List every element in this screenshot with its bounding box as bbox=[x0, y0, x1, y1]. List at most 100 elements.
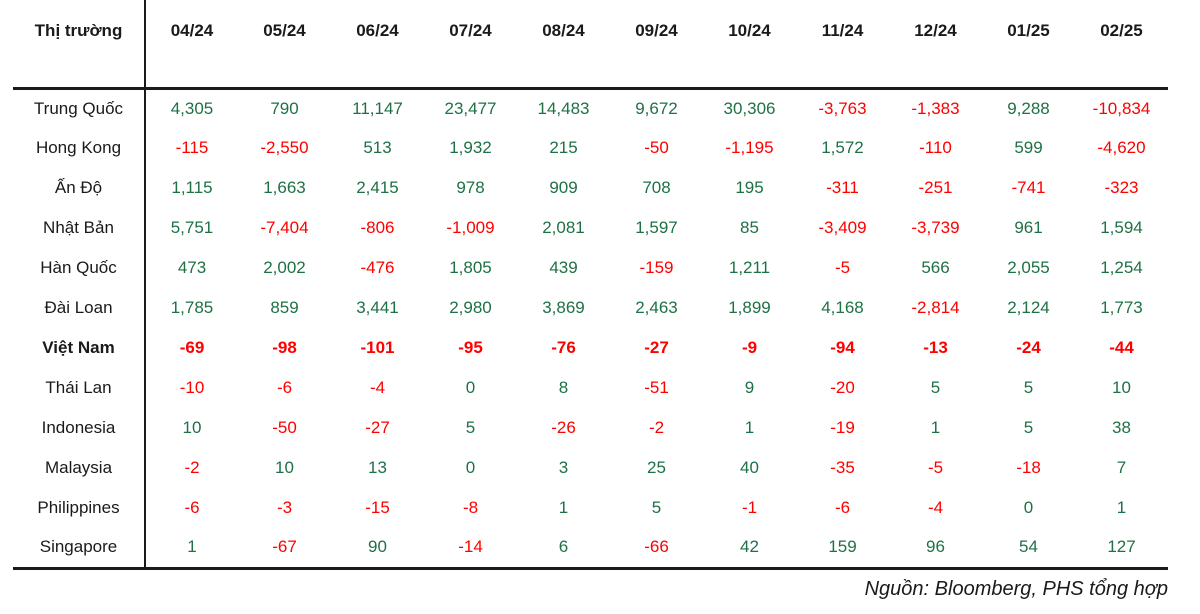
value-cell: 42 bbox=[703, 528, 796, 570]
value-cell: -2,550 bbox=[260, 138, 309, 157]
table-row: Philippines -6 -3 -15 -8 1 5 -1 -6 -4 0 1 bbox=[13, 488, 1168, 528]
market-label: Đài Loan bbox=[13, 288, 146, 328]
value-cell: -7,404 bbox=[260, 218, 309, 237]
value-cell: 159 bbox=[796, 528, 889, 570]
value-cell: 439 bbox=[549, 258, 578, 277]
month-column-header: 04/24 bbox=[145, 0, 238, 90]
value-cell: -4 bbox=[369, 378, 386, 397]
value-cell: -6 bbox=[276, 378, 293, 397]
value-cell: -2 bbox=[184, 458, 200, 477]
month-column-header: 08/24 bbox=[517, 0, 610, 90]
month-column-header: 01/25 bbox=[982, 0, 1075, 90]
value-cell: 5,751 bbox=[170, 218, 214, 237]
table-row: Thái Lan -10 -6 -4 0 8 -51 9 -20 5 5 10 bbox=[13, 368, 1168, 408]
value-cell: 961 bbox=[1014, 218, 1043, 237]
market-label: Malaysia bbox=[13, 448, 146, 488]
value-cell: 1,254 bbox=[1100, 258, 1143, 277]
value-cell: 790 bbox=[270, 98, 299, 118]
value-cell: -2,814 bbox=[911, 298, 960, 317]
value-cell: 127 bbox=[1075, 528, 1168, 570]
value-cell: -5 bbox=[927, 458, 944, 477]
value-cell: 1,932 bbox=[449, 138, 492, 157]
value-cell: -806 bbox=[360, 218, 395, 237]
value-cell: 1,899 bbox=[728, 298, 771, 317]
value-cell: -1,383 bbox=[911, 98, 960, 118]
value-cell: -50 bbox=[272, 418, 297, 437]
value-cell: 5 bbox=[651, 498, 662, 517]
value-cell: 1,773 bbox=[1100, 298, 1143, 317]
table-row: Malaysia -2 10 13 0 3 25 40 -35 -5 -18 7 bbox=[13, 448, 1168, 488]
value-cell: 909 bbox=[549, 178, 578, 197]
value-cell: 90 bbox=[331, 528, 424, 570]
market-label: Việt Nam bbox=[13, 328, 146, 368]
table-row: Trung Quốc 4,305 790 11,147 23,477 14,483 9,67… bbox=[13, 88, 1168, 128]
table-row: Indonesia 10 -50 -27 5 -26 -2 1 -19 1 5 38 bbox=[13, 408, 1168, 448]
value-cell: -13 bbox=[923, 338, 948, 357]
source-note: Nguồn: Bloomberg, PHS tổng hợp bbox=[864, 577, 1168, 600]
value-cell: 14,483 bbox=[537, 98, 590, 118]
value-cell: 9 bbox=[744, 378, 755, 397]
table-row: Hàn Quốc 473 2,002 -476 1,805 439 -159 1,211 -5 5… bbox=[13, 248, 1168, 288]
value-cell: 11,147 bbox=[352, 98, 403, 118]
value-cell: -98 bbox=[272, 338, 297, 357]
value-cell: 4,168 bbox=[821, 298, 864, 317]
value-cell: 5 bbox=[1023, 418, 1034, 437]
market-label: Ấn Độ bbox=[13, 168, 146, 208]
table-row: Singapore 1 -67 90 -14 6 -66 42 159 96 54 127 bbox=[13, 528, 1168, 570]
value-cell: -1 bbox=[741, 498, 758, 517]
value-cell: 25 bbox=[647, 458, 666, 477]
value-cell: 1,594 bbox=[1100, 218, 1143, 237]
market-fund-flow-table: Thị trường 04/24 05/24 06/24 07/24 08/24 09/2… bbox=[13, 0, 1168, 570]
value-cell: 4,305 bbox=[170, 98, 214, 118]
value-cell: 566 bbox=[921, 258, 950, 277]
value-cell: 1,597 bbox=[635, 218, 678, 237]
value-cell: 2,002 bbox=[263, 258, 306, 277]
market-fund-flow-page: Thị trường 04/24 05/24 06/24 07/24 08/24 09/2… bbox=[13, 0, 1168, 600]
value-cell: 1 bbox=[558, 498, 569, 517]
value-cell: -741 bbox=[1011, 178, 1046, 197]
value-cell: -6 bbox=[184, 498, 200, 517]
market-column-header: Thị trường bbox=[13, 0, 146, 90]
value-cell: -2 bbox=[648, 418, 665, 437]
value-cell: -26 bbox=[551, 418, 576, 437]
table-row: Việt Nam -69 -98 -101 -95 -76 -27 -9 -94 -13 -24 -4… bbox=[13, 328, 1168, 368]
value-cell: 54 bbox=[982, 528, 1075, 570]
value-cell: 2,980 bbox=[449, 298, 492, 317]
value-cell: -3 bbox=[276, 498, 293, 517]
value-cell: 30,306 bbox=[723, 98, 776, 118]
value-cell: -44 bbox=[1109, 338, 1134, 357]
value-cell: -50 bbox=[644, 138, 669, 157]
month-column-header: 02/25 bbox=[1075, 0, 1168, 90]
month-column-header: 10/24 bbox=[703, 0, 796, 90]
value-cell: -311 bbox=[826, 178, 859, 197]
value-cell: -110 bbox=[919, 138, 952, 157]
value-cell: 6 bbox=[517, 528, 610, 570]
value-cell: 1,805 bbox=[449, 258, 492, 277]
table-row: Đài Loan 1,785 859 3,441 2,980 3,869 2,463 1,89… bbox=[13, 288, 1168, 328]
value-cell: 10 bbox=[182, 418, 202, 437]
value-cell: -95 bbox=[458, 338, 483, 357]
value-cell: 1 bbox=[145, 528, 238, 570]
value-cell: 0 bbox=[465, 458, 476, 477]
value-cell: 3,441 bbox=[356, 298, 399, 317]
value-cell: 8 bbox=[558, 378, 569, 397]
month-column-header: 07/24 bbox=[424, 0, 517, 90]
value-cell: -18 bbox=[1016, 458, 1041, 477]
value-cell: 2,081 bbox=[542, 218, 585, 237]
value-cell: -4,620 bbox=[1097, 138, 1146, 157]
table-body: Trung Quốc 4,305 790 11,147 23,477 14,483 9,67… bbox=[13, 88, 1168, 570]
value-cell: -115 bbox=[175, 138, 209, 157]
value-cell: -1,195 bbox=[725, 138, 774, 157]
market-label: Philippines bbox=[13, 488, 146, 528]
month-column-header: 05/24 bbox=[238, 0, 331, 90]
value-cell: -1,009 bbox=[446, 218, 495, 237]
value-cell: 1,785 bbox=[170, 298, 214, 317]
value-cell: -19 bbox=[830, 418, 855, 437]
value-cell: 23,477 bbox=[444, 98, 497, 118]
table-head: Thị trường 04/24 05/24 06/24 07/24 08/24 09/2… bbox=[13, 0, 1168, 90]
value-cell: -35 bbox=[830, 458, 855, 477]
value-cell: -15 bbox=[365, 498, 390, 517]
value-cell: -3,409 bbox=[818, 218, 867, 237]
value-cell: 2,055 bbox=[1007, 258, 1050, 277]
header-row: Thị trường 04/24 05/24 06/24 07/24 08/24 09/2… bbox=[13, 0, 1168, 90]
